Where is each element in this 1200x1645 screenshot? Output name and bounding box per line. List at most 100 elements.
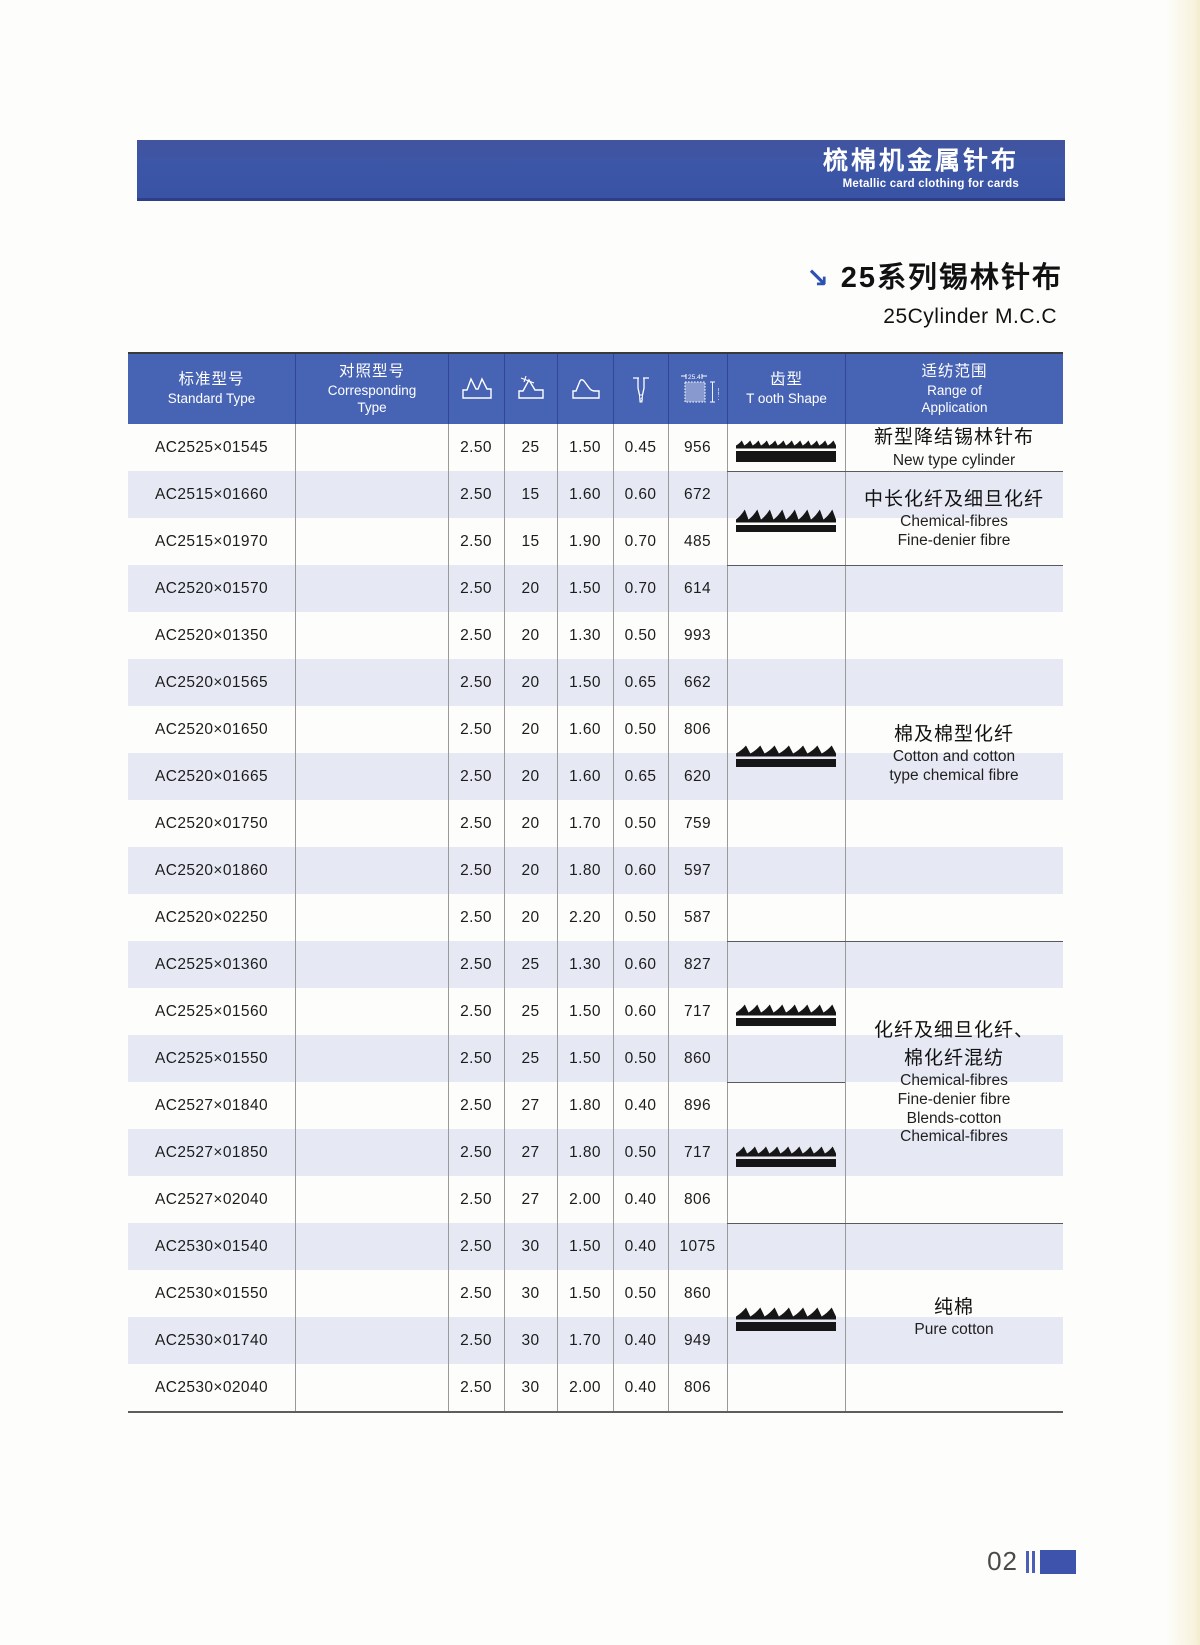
table-row: AC2525×01550 2.50 25 1.50 0.50 860 [128,1035,1063,1082]
cell-corresponding-type [295,800,448,847]
tooth-shape-image [736,440,836,462]
table-row: AC2520×02250 2.50 20 2.20 0.50 587 [128,894,1063,941]
cell-front-angle: 20 [521,908,540,926]
table-row: AC2520×01860 2.50 20 1.80 0.60 597 [128,847,1063,894]
cell-total-height: 2.50 [460,579,492,597]
cell-total-height: 2.50 [460,438,492,456]
footer-block-icon [1040,1549,1076,1574]
cell-rib-width: 0.70 [624,579,657,597]
cell-standard-type: AC2520×02250 [155,908,268,926]
cell-rib-width: 0.40 [624,1331,657,1349]
cell-rib-width: 0.40 [624,1096,657,1114]
application-text-zh: 棉及棉型化纤 [893,723,1014,745]
cell-rib-width: 0.40 [624,1190,657,1208]
cell-point-density: 597 [683,861,712,879]
cell-tooth-depth: 1.30 [569,955,601,973]
cell-front-angle: 30 [521,1284,540,1302]
cell-total-height: 2.50 [460,720,492,738]
cell-standard-type: AC2520×01665 [155,767,268,785]
cell-point-density: 956 [683,438,712,456]
table-row: AC2530×01540 2.50 30 1.50 0.40 1075 [128,1223,1063,1270]
column-divider [504,424,505,1411]
cell-standard-type: AC2527×01850 [155,1143,268,1161]
cell-total-height: 2.50 [460,626,492,644]
footer-bar-icon [1026,1550,1029,1573]
cell-rib-width: 0.70 [624,532,657,550]
application-text-zh: 纯棉 [933,1296,974,1318]
cell-standard-type: AC2525×01545 [155,438,268,456]
cell-tooth-depth: 1.50 [569,579,601,597]
section-title-en: 25Cylinder M.C.C [883,305,1057,328]
application-cell: 中长化纤及细旦化纤 Chemical-fibres Fine-denier fibr… [845,471,1063,565]
group-divider [727,471,1063,472]
cell-front-angle: 25 [521,438,540,456]
application-text-en: Chemical-fibres [900,513,1008,531]
cell-tooth-depth: 1.80 [569,1096,601,1114]
cell-total-height: 2.50 [460,955,492,973]
cell-standard-type: AC2515×01970 [155,532,268,550]
tooth-shape-image [736,1004,836,1026]
tooth-shape-image [736,509,836,532]
cell-point-density: 949 [683,1331,712,1349]
table-row: AC2530×01550 2.50 30 1.50 0.50 860 [128,1270,1063,1317]
cell-tooth-depth: 1.50 [569,1002,601,1020]
header-corresponding-type: 对照型号 Corresponding Type [295,354,448,424]
cell-corresponding-type [295,1223,448,1270]
cell-corresponding-type [295,424,448,471]
table-row: AC2520×01665 2.50 20 1.60 0.65 620 [128,753,1063,800]
cell-point-density: 717 [683,1143,712,1161]
cell-front-angle: 15 [521,532,540,550]
page-number: 02 [987,1546,1018,1576]
cell-corresponding-type [295,941,448,988]
header-tooth-shape: 齿型 T ooth Shape [727,354,845,424]
page-banner: 梳棉机金属针布 Metallic card clothing for cards [137,140,1065,201]
application-text-en: Fine-denier fibre [897,1090,1011,1108]
cell-total-height: 2.50 [460,767,492,785]
cell-front-angle: 25 [521,1049,540,1067]
cell-tooth-depth: 2.00 [569,1378,601,1396]
cell-tooth-depth: 1.50 [569,438,601,456]
cell-standard-type: AC2525×01550 [155,1049,268,1067]
application-cell: 棉及棉型化纤 Cotton and cotton type chemical fib… [845,565,1063,941]
cell-front-angle: 20 [521,579,540,597]
point-density-icon: 25.4 25.4 [668,354,727,424]
cell-point-density: 806 [683,1190,712,1208]
spec-table: 标准型号 Standard Type 对照型号 Corresponding Ty… [128,352,1063,1413]
cell-front-angle: 27 [521,1096,540,1114]
application-text-en: Blends-cotton [906,1109,1002,1127]
column-divider [448,424,449,1411]
table-row: AC2527×01840 2.50 27 1.80 0.40 896 [128,1082,1063,1129]
cell-standard-type: AC2525×01360 [155,955,268,973]
svg-text:25.4: 25.4 [688,374,701,381]
tooth-shape-cell [727,1223,845,1411]
cell-tooth-depth: 1.60 [569,485,601,503]
cell-standard-type: AC2520×01350 [155,626,268,644]
cell-front-angle: 15 [521,485,540,503]
table-row: AC2520×01570 2.50 20 1.50 0.70 614 [128,565,1063,612]
cell-total-height: 2.50 [460,1096,492,1114]
application-cell: 新型降结锡林针布 New type cylinder [845,424,1063,471]
section-title-zh: 25系列锡林针布 [840,262,1063,294]
application-text-en: type chemical fibre [889,766,1019,784]
cell-standard-type: AC2527×02040 [155,1190,268,1208]
cell-tooth-depth: 1.60 [569,720,601,738]
cell-rib-width: 0.50 [624,1284,657,1302]
tooth-shape-cell [727,1082,845,1223]
cell-total-height: 2.50 [460,1143,492,1161]
group-divider [727,941,1063,942]
cell-corresponding-type [295,1317,448,1364]
cell-standard-type: AC2520×01650 [155,720,268,738]
cell-standard-type: AC2520×01570 [155,579,268,597]
cell-tooth-depth: 1.80 [569,861,601,879]
table-row: AC2515×01660 2.50 15 1.60 0.60 672 [128,471,1063,518]
application-text-en: New type cylinder [892,451,1016,469]
cell-corresponding-type [295,612,448,659]
table-header: 标准型号 Standard Type 对照型号 Corresponding Ty… [128,352,1063,424]
table-row: AC2530×01740 2.50 30 1.70 0.40 949 [128,1317,1063,1364]
table-row: AC2525×01560 2.50 25 1.50 0.60 717 [128,988,1063,1035]
cell-corresponding-type [295,1364,448,1411]
cell-tooth-depth: 1.50 [569,673,601,691]
tooth-shape-image [736,1307,836,1331]
banner-title-zh: 梳棉机金属针布 [822,147,1019,176]
application-text-zh: 棉化纤混纺 [903,1047,1004,1069]
